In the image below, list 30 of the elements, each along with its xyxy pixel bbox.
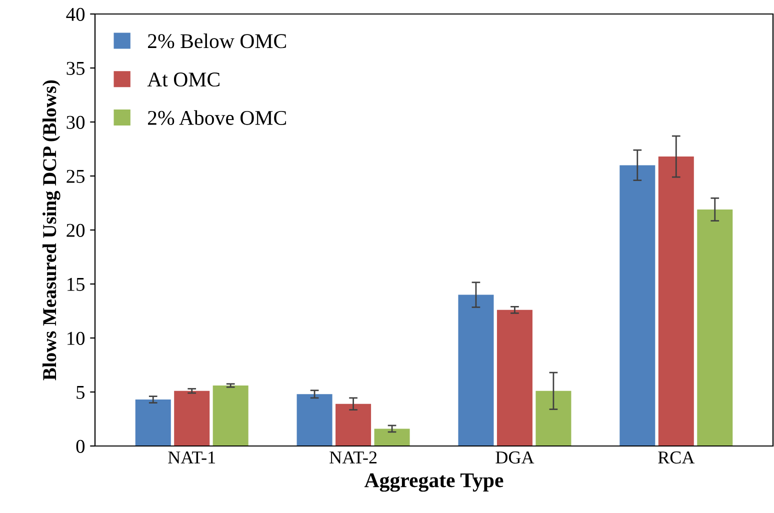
x-tick-label: NAT-2 <box>330 451 377 464</box>
y-tick-label: 5 <box>76 386 85 399</box>
bar <box>458 294 494 446</box>
bar <box>697 209 733 446</box>
bar <box>174 390 210 446</box>
bar <box>135 400 171 446</box>
legend-label: At OMC <box>147 72 220 87</box>
legend-label: 2% Above OMC <box>148 110 286 126</box>
bar <box>496 310 532 446</box>
x-tick-label: DGA <box>496 451 534 464</box>
bar <box>212 386 248 446</box>
y-tick-label: 10 <box>68 332 85 345</box>
bar <box>536 390 572 446</box>
x-tick-label: NAT-1 <box>168 451 216 464</box>
bar <box>296 394 332 446</box>
y-tick-label: 35 <box>66 62 85 75</box>
y-tick-label: 40 <box>66 8 85 21</box>
bar <box>336 404 372 446</box>
y-tick-label: 30 <box>66 116 85 129</box>
bar <box>374 428 410 446</box>
y-axis-title: Blows Measured Using DCP (Blows) <box>42 80 60 380</box>
x-tick-label: RCA <box>658 451 695 464</box>
y-tick-label: 20 <box>66 224 85 237</box>
y-tick-label: 0 <box>76 440 85 453</box>
x-axis-title: Aggregate Type <box>364 473 504 492</box>
legend-label: 2% Below OMC <box>148 34 286 48</box>
bar <box>620 165 656 446</box>
y-tick-label: 25 <box>66 170 85 183</box>
y-tick-label: 15 <box>68 278 85 291</box>
bar <box>658 156 694 446</box>
